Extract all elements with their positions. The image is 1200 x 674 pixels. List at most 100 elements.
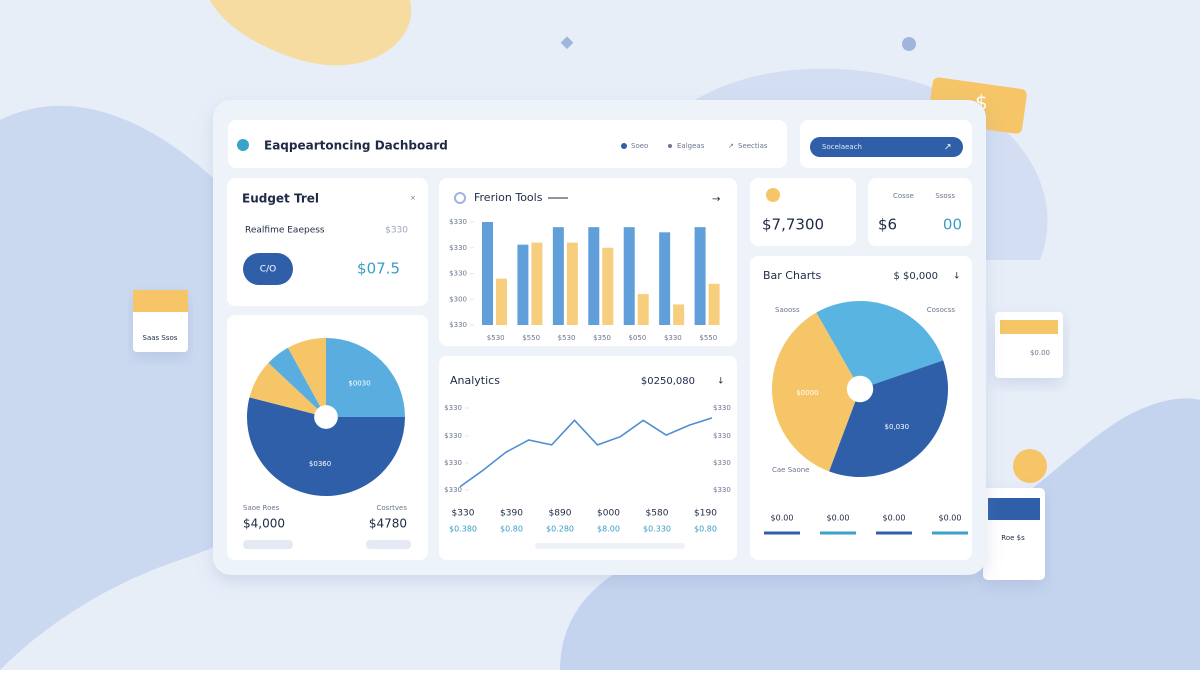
x-label: $330: [452, 509, 475, 519]
outer-label: Cosocss: [927, 306, 956, 314]
down-icon[interactable]: ↓: [953, 272, 961, 282]
widget-note: Ssoss: [935, 192, 955, 200]
x-sublabel: $0.80: [500, 525, 523, 534]
search-icon: ↗: [944, 143, 952, 153]
pie-slice: [287, 338, 326, 417]
y-tick-label: $300: [449, 295, 467, 303]
line-panel: [439, 356, 737, 560]
x-tick-label: $330: [664, 334, 682, 342]
widget-extra: 00: [943, 216, 962, 234]
budget-label: Realfime Eaepess: [245, 226, 325, 236]
nav-item[interactable]: Seectias: [738, 142, 768, 150]
right-card-text: Roe $s: [1001, 534, 1025, 542]
y-tick-label: $330: [444, 459, 462, 467]
widget-value: $7,7300: [762, 216, 824, 234]
bar: [708, 283, 720, 325]
y2-tick-label: $330: [713, 459, 731, 467]
y-tick-label: $330: [449, 218, 467, 226]
close-icon[interactable]: ×: [410, 194, 416, 202]
bar-title: Frerion Tools: [474, 191, 543, 204]
arrow-icon[interactable]: →: [712, 194, 720, 205]
footer-label: Cosrtves: [376, 504, 407, 512]
budget-button[interactable]: [243, 253, 293, 285]
x-label: $890: [549, 509, 572, 519]
outer-label: Cae Saone: [772, 466, 809, 474]
budget-amount: $330: [385, 226, 408, 236]
x-sublabel: $0.380: [449, 525, 477, 534]
bar: [566, 242, 578, 325]
line-series: [459, 417, 713, 488]
bar: [482, 222, 493, 325]
pie-slice: [829, 360, 948, 478]
search-text: Socelaeach: [822, 143, 862, 151]
right-small-text: $0.00: [1030, 349, 1050, 357]
left-card-top: [133, 290, 188, 312]
nav-item[interactable]: Ealgeas: [677, 142, 705, 150]
pie-slice: [772, 312, 860, 472]
bar: [673, 304, 685, 325]
outer-label: Saooss: [775, 306, 800, 314]
left-card-text: Saas Ssos: [143, 334, 178, 342]
nav-dot: [668, 144, 672, 148]
logo: [237, 139, 249, 151]
slice-label: $0030: [348, 379, 370, 387]
budget-button-text: C/O: [260, 265, 276, 275]
line-title: Analytics: [450, 374, 500, 387]
search-bar[interactable]: [810, 137, 963, 157]
right-small-bar: [1000, 320, 1058, 334]
x-sublabel: $0.80: [694, 525, 717, 534]
bar: [531, 242, 543, 325]
x-tick-label: $350: [593, 334, 611, 342]
x-label: $390: [500, 509, 523, 519]
pie-hole: [314, 405, 338, 429]
footer-amount: $4780: [369, 517, 407, 531]
x-tick-label: $550: [699, 334, 717, 342]
y-tick-label: $330: [449, 270, 467, 278]
footer-value: $0.00: [827, 514, 850, 523]
footer-value: $0.00: [883, 514, 906, 523]
y-tick-label: $330: [449, 321, 467, 329]
widget: [750, 178, 856, 246]
dot: [902, 37, 916, 51]
panel-icon: [454, 192, 466, 204]
bar: [659, 232, 671, 325]
y-tick-label: $330: [449, 244, 467, 252]
pie-slice: [816, 300, 944, 389]
y-tick-label: $330: [444, 432, 462, 440]
coin: [1013, 449, 1047, 483]
x-tick-label: $530: [487, 334, 505, 342]
footer-value: $0.00: [771, 514, 794, 523]
y2-tick-label: $330: [713, 404, 731, 412]
x-tick-label: $050: [629, 334, 647, 342]
bar: [552, 227, 564, 325]
pie-slice: [268, 347, 326, 417]
nav-item[interactable]: Soeo: [631, 142, 648, 150]
right-card-top: [988, 498, 1040, 520]
down-icon[interactable]: ↓: [717, 377, 725, 387]
slice-label: $0000: [796, 389, 818, 397]
slice-label: $0360: [309, 460, 331, 468]
bar: [588, 227, 600, 325]
x-sublabel: $0.330: [643, 525, 671, 534]
pie-slice: [249, 362, 326, 417]
bar: [602, 247, 614, 325]
bar: [623, 227, 635, 325]
app-title: Eaqpeartoncing Dachboard: [264, 139, 448, 153]
scroll-bar: [535, 543, 685, 549]
widget-value: $6: [878, 216, 897, 234]
budget-title: Eudget Trel: [242, 192, 319, 206]
widget-icon: [766, 188, 780, 202]
y2-tick-label: $330: [713, 486, 731, 494]
pie-slice: [326, 338, 405, 417]
widget-title: Cosse: [893, 192, 914, 200]
budget-value: $07.5: [357, 260, 400, 278]
pie-right-title: Bar Charts: [763, 269, 822, 282]
bar: [517, 244, 529, 325]
pie-slice: [247, 397, 405, 496]
nav-arrow: ↗: [728, 142, 734, 150]
bar: [694, 227, 706, 325]
x-label: $190: [694, 509, 717, 519]
footer-pill: [243, 540, 293, 549]
pie-right-total: $ $0,000: [893, 271, 938, 282]
